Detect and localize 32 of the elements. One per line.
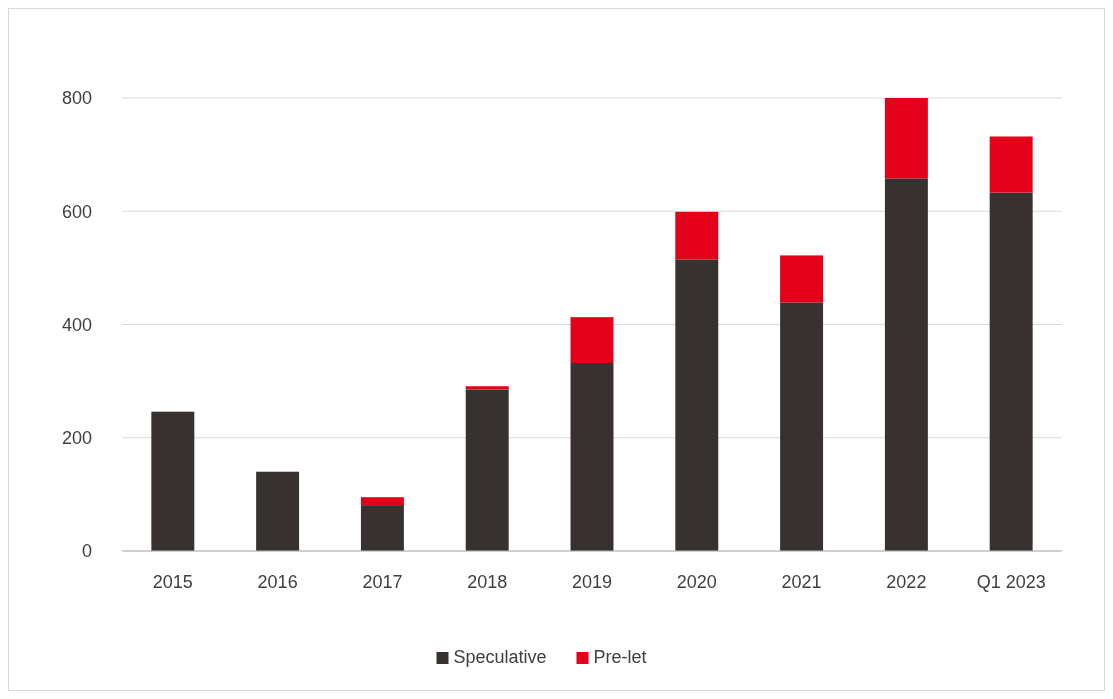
- legend-label: Pre-let: [593, 647, 647, 667]
- bar: [884, 98, 928, 179]
- x-tick-label: 2021: [781, 572, 822, 592]
- y-tick-label: 800: [61, 88, 92, 109]
- bar: [884, 178, 928, 551]
- bar: [989, 192, 1033, 551]
- bar: [780, 302, 824, 551]
- bar: [360, 497, 404, 506]
- bar: [675, 259, 719, 551]
- x-tick-label: 2022: [886, 572, 927, 592]
- bar: [780, 255, 824, 303]
- bar: [570, 317, 614, 364]
- bar: [989, 136, 1033, 193]
- bar: [465, 389, 509, 551]
- bar: [360, 505, 404, 551]
- x-tick-label: 2018: [467, 572, 508, 592]
- y-tick-label: 600: [61, 201, 92, 222]
- y-tick-label: 400: [61, 314, 92, 335]
- bar: [151, 411, 195, 551]
- x-tick-label: 2019: [571, 572, 613, 592]
- y-tick-label: 200: [61, 428, 92, 449]
- x-tick-label: 2016: [257, 572, 298, 592]
- x-tick-label: 2017: [362, 572, 403, 592]
- bar: [465, 386, 509, 390]
- y-tick-label: 0: [81, 541, 92, 562]
- x-tick-label: Q1 2023: [976, 572, 1046, 592]
- x-tick-label: 2020: [676, 572, 717, 592]
- legend-label: Speculative: [453, 647, 547, 667]
- x-tick-label: 2015: [152, 572, 193, 592]
- bar: [675, 211, 719, 260]
- bar: [256, 471, 300, 551]
- bar: [570, 363, 614, 551]
